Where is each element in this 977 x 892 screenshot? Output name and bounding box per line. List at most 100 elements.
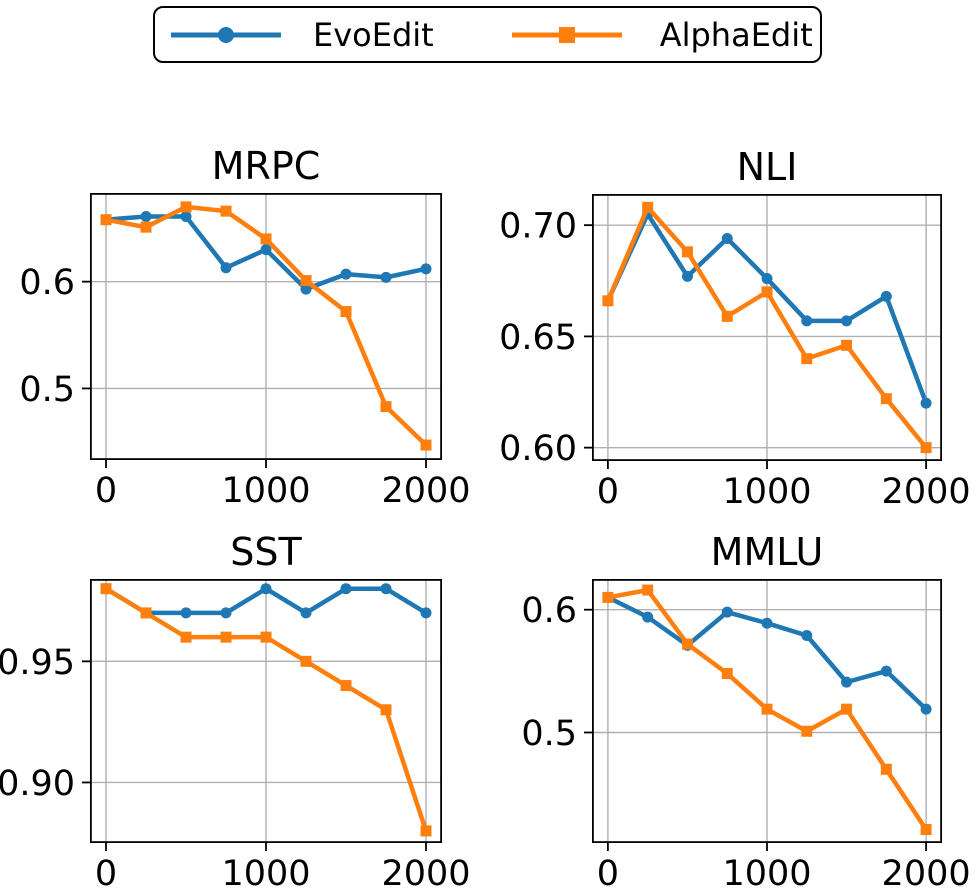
- x-tick-label: 1000: [722, 854, 811, 892]
- data-point-alphaedit: [300, 275, 312, 287]
- axes-border: [89, 192, 443, 461]
- data-point-alphaedit: [602, 295, 614, 307]
- legend: EvoEdit AlphaEdit: [153, 6, 822, 63]
- x-tick-label: 1000: [221, 854, 310, 892]
- data-point-alphaedit: [220, 631, 232, 643]
- data-point-evoedit: [721, 606, 733, 618]
- data-point-evoedit: [260, 244, 272, 256]
- y-tick-label: 0.5: [19, 370, 75, 410]
- data-point-alphaedit: [841, 703, 853, 715]
- axes-border: [89, 578, 443, 844]
- y-tick-label: 0.95: [0, 643, 75, 683]
- data-point-evoedit: [761, 273, 773, 285]
- data-point-alphaedit: [761, 703, 773, 715]
- x-tick-label: 0: [597, 854, 619, 892]
- data-point-alphaedit: [642, 201, 654, 213]
- data-point-alphaedit: [220, 205, 232, 217]
- chart-title-mmlu: MMLU: [710, 530, 824, 574]
- x-tick-label: 2000: [381, 471, 470, 511]
- plot-area: 0 1000 2000 0.95 0.90: [0, 578, 471, 892]
- y-tick-label: 0.90: [0, 764, 75, 804]
- data-point-evoedit: [642, 611, 654, 623]
- chart-title-mrpc: MRPC: [211, 144, 321, 188]
- data-point-evoedit: [380, 583, 392, 595]
- y-tick-label: 0.5: [521, 714, 577, 754]
- data-point-evoedit: [340, 583, 352, 595]
- data-point-evoedit: [761, 617, 773, 629]
- data-point-alphaedit: [841, 339, 853, 351]
- legend-label-evoedit: EvoEdit: [313, 15, 434, 54]
- x-tick-label: 0: [597, 472, 619, 512]
- data-point-alphaedit: [642, 584, 654, 596]
- data-point-alphaedit: [761, 286, 773, 298]
- alphaedit-line-square-icon: [511, 26, 622, 43]
- data-point-alphaedit: [300, 655, 312, 667]
- data-point-evoedit: [220, 262, 232, 274]
- data-point-evoedit: [140, 210, 152, 222]
- data-point-alphaedit: [721, 668, 733, 680]
- chart-nli: NLI 0 1000 2000 0.70 0.65 0.60: [499, 148, 971, 512]
- x-tick-label: 1000: [221, 471, 310, 511]
- chart-sst: SST 0 1000 2000 0.95 0.90: [0, 533, 471, 892]
- data-point-evoedit: [920, 703, 932, 715]
- plot-area: 0 1000 2000 0.70 0.65 0.60: [499, 193, 971, 512]
- data-point-alphaedit: [920, 823, 932, 835]
- x-tick-label: 2000: [381, 854, 470, 892]
- data-point-alphaedit: [920, 442, 932, 454]
- axes-border: [591, 193, 943, 462]
- data-point-evoedit: [380, 271, 392, 283]
- data-point-evoedit: [220, 607, 232, 619]
- data-point-alphaedit: [260, 631, 272, 643]
- data-point-evoedit: [801, 629, 813, 641]
- x-tick-label: 1000: [722, 472, 811, 512]
- plot-area: 0 1000 2000 0.6 0.5: [19, 192, 471, 511]
- data-point-evoedit: [420, 607, 432, 619]
- x-tick-label: 0: [95, 471, 117, 511]
- data-point-alphaedit: [340, 680, 352, 692]
- data-point-alphaedit: [801, 725, 813, 737]
- data-point-alphaedit: [100, 214, 112, 226]
- data-point-evoedit: [300, 283, 312, 295]
- chart-mrpc: MRPC 0 1000 2000 0.6 0.5: [19, 147, 471, 511]
- data-point-alphaedit: [140, 607, 152, 619]
- data-point-alphaedit: [420, 825, 432, 837]
- plot-area: 0 1000 2000 0.6 0.5: [521, 578, 971, 892]
- data-point-alphaedit: [180, 201, 192, 213]
- data-point-alphaedit: [340, 306, 352, 318]
- legend-label-alphaedit: AlphaEdit: [659, 15, 813, 54]
- y-tick-label: 0.70: [499, 207, 577, 247]
- y-tick-label: 0.65: [499, 318, 577, 358]
- data-point-alphaedit: [260, 233, 272, 245]
- data-point-evoedit: [880, 665, 892, 677]
- data-point-alphaedit: [380, 401, 392, 413]
- data-point-alphaedit: [801, 353, 813, 365]
- data-point-evoedit: [920, 397, 932, 409]
- data-point-evoedit: [841, 315, 853, 327]
- data-point-alphaedit: [721, 310, 733, 322]
- data-point-evoedit: [180, 210, 192, 222]
- data-point-evoedit: [340, 268, 352, 280]
- chart-mmlu: MMLU 0 1000 2000 0.6 0.5: [521, 533, 971, 892]
- data-point-evoedit: [300, 607, 312, 619]
- data-point-evoedit: [801, 315, 813, 327]
- data-point-evoedit: [180, 607, 192, 619]
- evoedit-line-circle-icon: [171, 26, 281, 43]
- axes-border: [591, 578, 943, 844]
- data-point-evoedit: [681, 270, 693, 282]
- data-point-alphaedit: [140, 221, 152, 233]
- data-point-alphaedit: [681, 638, 693, 650]
- data-point-evoedit: [721, 233, 733, 244]
- data-point-evoedit: [841, 676, 853, 688]
- data-point-evoedit: [420, 263, 432, 275]
- x-tick-label: 2000: [882, 854, 971, 892]
- data-point-evoedit: [880, 290, 892, 302]
- data-point-alphaedit: [420, 439, 432, 451]
- y-tick-label: 0.60: [499, 429, 577, 469]
- legend-item-alphaedit: AlphaEdit: [510, 19, 813, 51]
- data-point-alphaedit: [180, 631, 192, 643]
- data-point-alphaedit: [880, 393, 892, 405]
- chart-title-nli: NLI: [736, 145, 798, 189]
- y-tick-label: 0.6: [19, 263, 75, 303]
- y-tick-label: 0.6: [521, 591, 577, 631]
- data-point-alphaedit: [100, 583, 112, 595]
